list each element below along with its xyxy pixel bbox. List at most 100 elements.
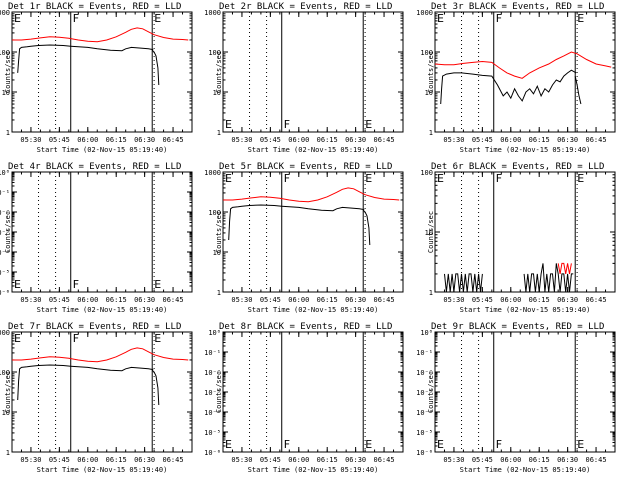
y-tick-label: 1 <box>429 129 433 137</box>
series-events-line <box>17 364 154 401</box>
y-axis-label: Counts/sec <box>215 211 223 253</box>
marker-label-e: E <box>365 438 372 451</box>
y-tick-label: 10⁻² <box>204 369 221 377</box>
x-tick-label: 06:00 <box>288 456 309 464</box>
y-tick-label: 100 <box>420 49 433 57</box>
x-axis-label: Start Time (02-Nov-15 05:19:40) <box>248 306 379 314</box>
x-tick-label: 05:45 <box>49 456 70 464</box>
marker-label-e: E <box>154 12 161 25</box>
y-tick-label: 100 <box>208 209 221 217</box>
x-tick-label: 06:45 <box>163 456 184 464</box>
plot-frame <box>222 171 404 293</box>
plot-frame <box>434 11 616 133</box>
y-tick-label: 1000 <box>204 169 221 177</box>
y-tick-label: 10⁻⁵ <box>0 269 10 277</box>
x-tick-label: 05:30 <box>443 136 464 144</box>
y-tick-label: 10 <box>213 89 221 97</box>
y-tick-label: 10⁻⁶ <box>204 449 221 457</box>
detector-panel-6: Det 6r BLACK = Events, RED = LLD Counts/s… <box>420 162 616 314</box>
y-tick-label: 10⁻¹ <box>204 349 221 357</box>
x-tick-label: 05:30 <box>443 456 464 464</box>
y-axis-label: Counts/sec <box>427 371 435 413</box>
x-tick-label: 06:00 <box>77 136 98 144</box>
y-tick-label: 1 <box>6 129 10 137</box>
x-axis-label: Start Time (02-Nov-15 05:19:40) <box>37 466 168 474</box>
x-tick-label: 06:45 <box>586 456 607 464</box>
detector-panel-5: Det 5r BLACK = Events, RED = LLD Counts/s… <box>204 162 404 314</box>
y-tick-label: 10⁻³ <box>416 389 433 397</box>
y-tick-label: 10⁻² <box>0 209 10 217</box>
marker-label-e: E <box>225 118 232 131</box>
x-tick-label: 05:45 <box>472 456 493 464</box>
x-tick-label: 05:45 <box>260 456 281 464</box>
x-axis-label: Start Time (02-Nov-15 05:19:40) <box>37 146 168 154</box>
x-tick-label: 05:45 <box>49 136 70 144</box>
x-tick-label: 06:45 <box>586 296 607 304</box>
marker-label-e: E <box>437 12 444 25</box>
detector-panel-4: Det 4r BLACK = Events, RED = LLD Counts/s… <box>0 162 193 314</box>
series-events-line <box>17 44 154 73</box>
marker-label-e: E <box>14 332 21 345</box>
y-tick-label: 10⁻¹ <box>416 349 433 357</box>
x-tick-label: 06:30 <box>345 456 366 464</box>
y-tick-label: 10 <box>213 249 221 257</box>
detector-panel-8: Det 8r BLACK = Events, RED = LLD Counts/s… <box>204 322 404 474</box>
x-tick-label: 06:30 <box>134 456 155 464</box>
detector-panel-7: Det 7r BLACK = Events, RED = LLD Counts/s… <box>0 322 193 474</box>
series-lld-line <box>12 347 189 363</box>
y-tick-label: 10⁻³ <box>204 389 221 397</box>
y-tick-label: 100 <box>0 49 10 57</box>
x-tick-label: 05:30 <box>231 136 252 144</box>
marker-label-f: F <box>73 12 79 25</box>
x-tick-label: 05:30 <box>231 296 252 304</box>
x-axis-label: Start Time (02-Nov-15 05:19:40) <box>460 466 591 474</box>
marker-label-e: E <box>154 332 161 345</box>
x-tick-label: 06:30 <box>134 296 155 304</box>
y-tick-label: 1000 <box>204 9 221 17</box>
marker-label-e: E <box>365 118 372 131</box>
x-tick-label: 05:45 <box>472 296 493 304</box>
y-tick-label: 10⁰ <box>0 169 10 177</box>
y-tick-label: 1 <box>429 289 433 297</box>
x-tick-label: 06:00 <box>288 136 309 144</box>
y-axis-label: Counts/sec <box>4 51 12 93</box>
x-tick-label: 06:15 <box>317 456 338 464</box>
y-tick-label: 10⁻⁵ <box>204 429 221 437</box>
series-events-line <box>440 69 577 105</box>
marker-label-e: E <box>577 12 584 25</box>
marker-label-e: E <box>154 278 161 291</box>
x-tick-label: 06:15 <box>317 296 338 304</box>
x-tick-label: 06:00 <box>500 136 521 144</box>
detector-panel-3: Det 3r BLACK = Events, RED = LLD Counts/s… <box>416 2 616 154</box>
x-tick-label: 05:45 <box>472 136 493 144</box>
y-tick-label: 10⁻⁶ <box>0 289 10 297</box>
x-tick-label: 06:15 <box>317 136 338 144</box>
y-axis-label: Counts/sec <box>215 51 223 93</box>
x-tick-label: 06:15 <box>106 456 127 464</box>
x-tick-label: 06:00 <box>77 456 98 464</box>
y-tick-label: 10 <box>425 229 433 237</box>
y-tick-label: 1000 <box>416 9 433 17</box>
y-tick-label: 10⁻⁵ <box>416 429 433 437</box>
marker-label-e: E <box>437 438 444 451</box>
marker-label-e: E <box>577 438 584 451</box>
x-tick-label: 06:45 <box>374 136 395 144</box>
panel-title: Det 6r BLACK = Events, RED = LLD <box>431 162 604 172</box>
detector-panel-1: Det 1r BLACK = Events, RED = LLD Counts/s… <box>0 2 193 154</box>
x-axis-label: Start Time (02-Nov-15 05:19:40) <box>248 146 379 154</box>
x-tick-label: 06:45 <box>163 136 184 144</box>
y-tick-label: 100 <box>0 369 10 377</box>
x-tick-label: 05:45 <box>49 296 70 304</box>
y-tick-label: 10⁻¹ <box>0 189 10 197</box>
panel-title: Det 5r BLACK = Events, RED = LLD <box>219 162 392 172</box>
x-tick-label: 06:30 <box>557 136 578 144</box>
x-tick-label: 06:45 <box>374 456 395 464</box>
series-lld-line <box>223 187 400 203</box>
y-axis-label: Counts/sec <box>215 371 223 413</box>
x-tick-label: 06:00 <box>500 296 521 304</box>
panel-title: Det 1r BLACK = Events, RED = LLD <box>8 2 181 12</box>
y-tick-label: 1000 <box>0 9 10 17</box>
detector-panel-9: Det 9r BLACK = Events, RED = LLD Counts/s… <box>416 322 616 474</box>
